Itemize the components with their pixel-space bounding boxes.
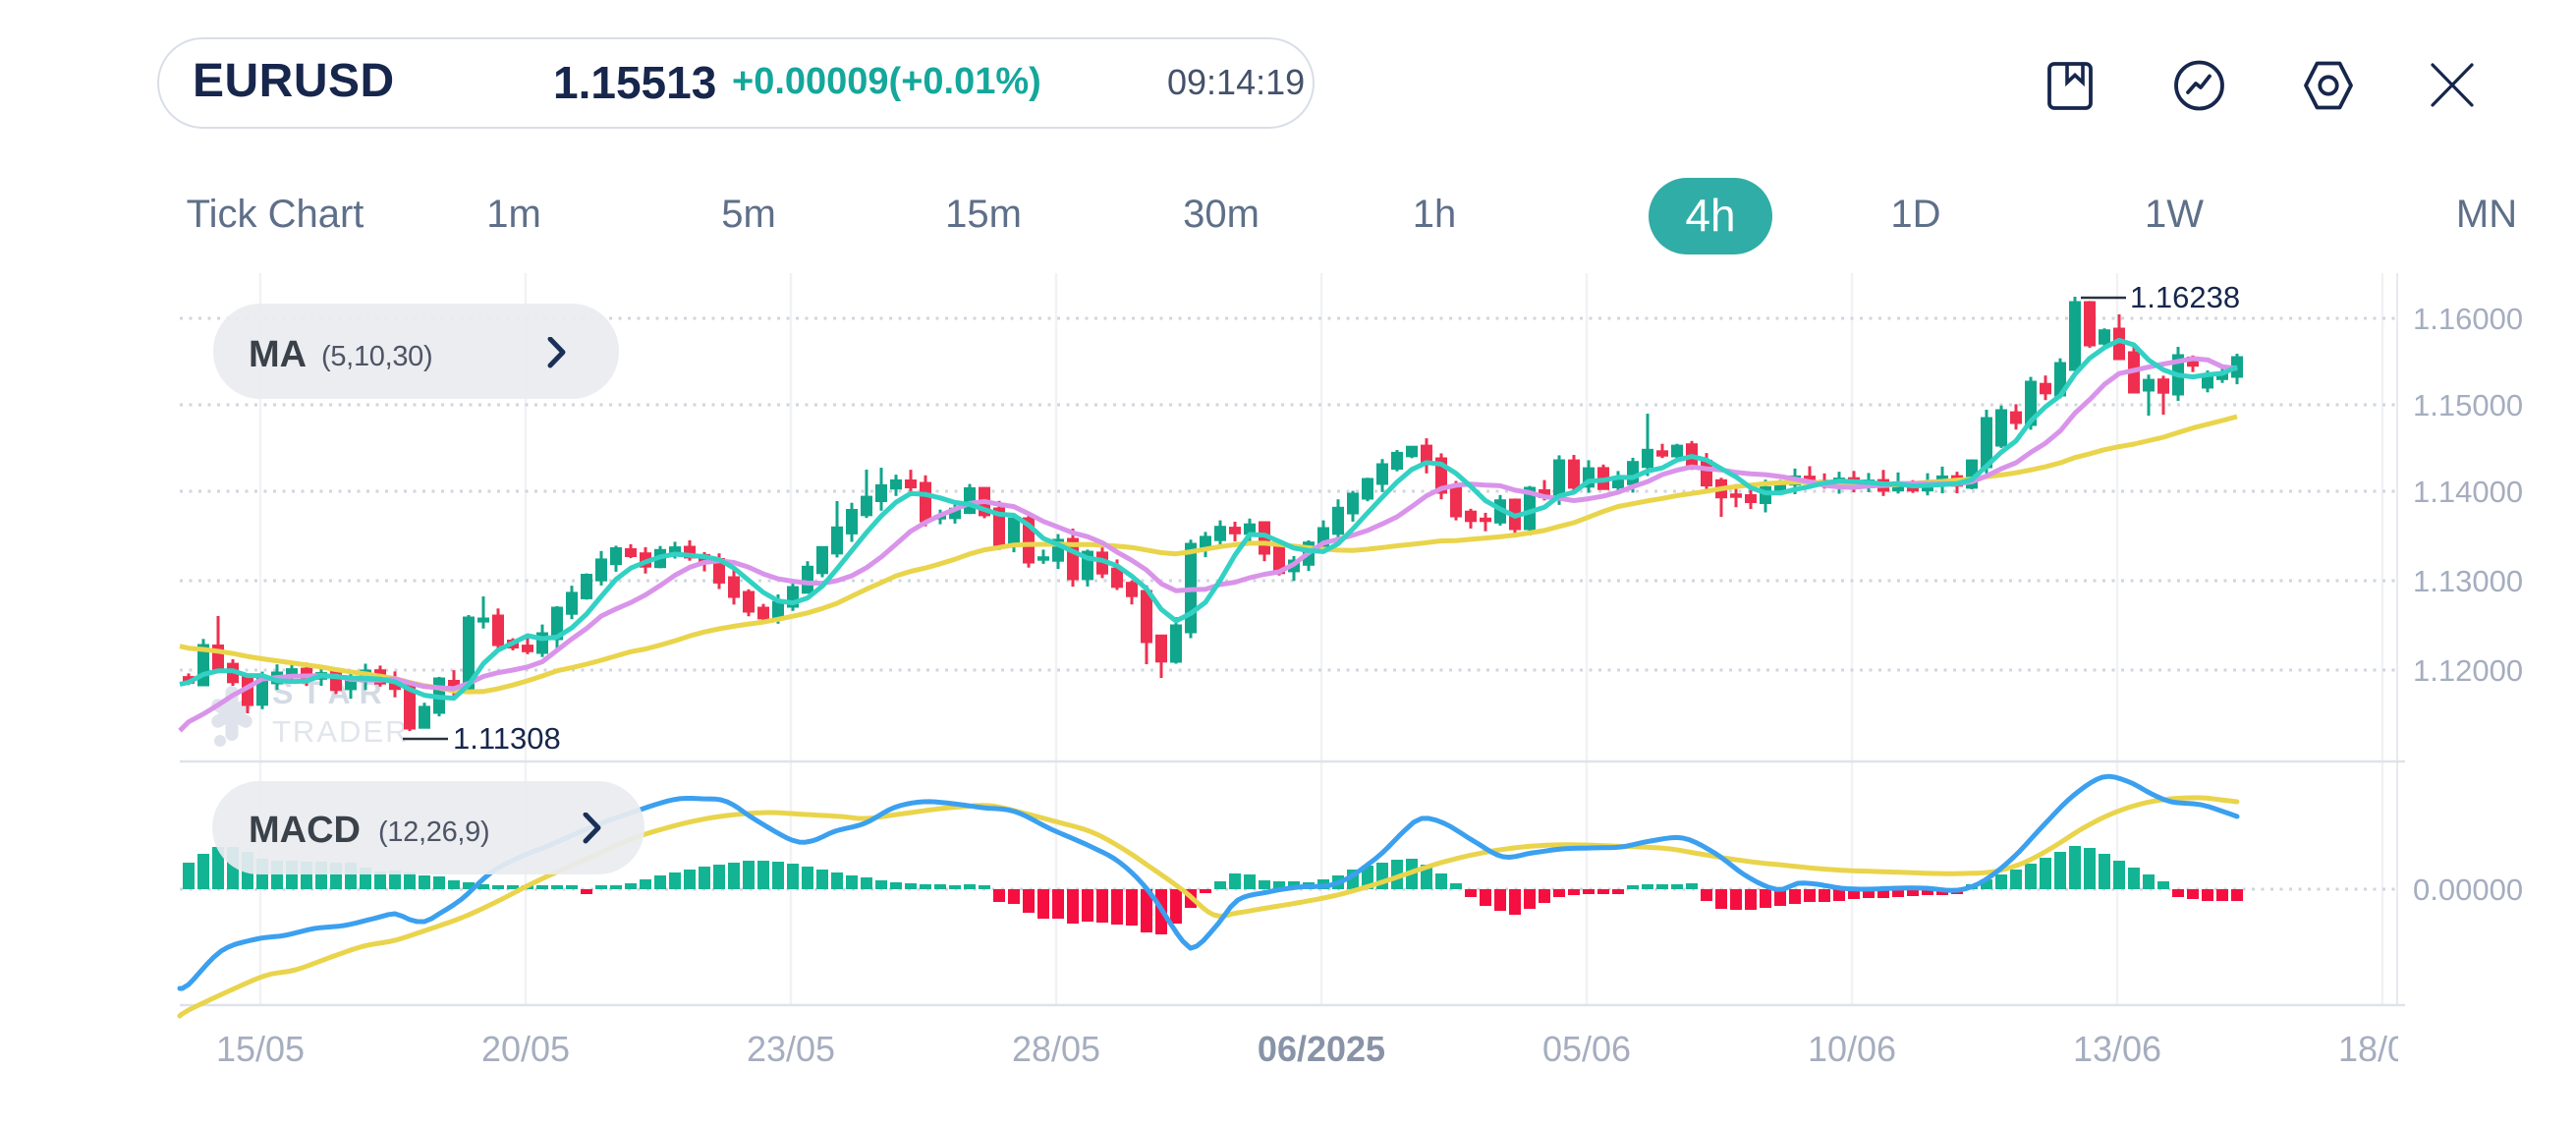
svg-text:1.16238: 1.16238 — [2130, 280, 2240, 314]
svg-text:1.16000: 1.16000 — [2413, 302, 2523, 336]
svg-text:1.14000: 1.14000 — [2413, 475, 2523, 509]
svg-text:1.11308: 1.11308 — [453, 721, 561, 756]
svg-text:05/06: 05/06 — [1542, 1029, 1631, 1069]
svg-text:28/05: 28/05 — [1012, 1029, 1100, 1069]
svg-text:23/05: 23/05 — [747, 1029, 835, 1069]
svg-text:20/05: 20/05 — [481, 1029, 570, 1069]
svg-text:1.12000: 1.12000 — [2413, 653, 2523, 688]
svg-text:15/05: 15/05 — [216, 1029, 305, 1069]
svg-text:TRADER: TRADER — [272, 714, 409, 749]
svg-text:0.00000: 0.00000 — [2413, 872, 2523, 907]
svg-text:1.15000: 1.15000 — [2413, 388, 2523, 422]
svg-text:10/06: 10/06 — [1808, 1029, 1896, 1069]
svg-text:13/06: 13/06 — [2073, 1029, 2161, 1069]
svg-text:1.13000: 1.13000 — [2413, 564, 2523, 598]
svg-text:06/2025: 06/2025 — [1258, 1029, 1385, 1069]
